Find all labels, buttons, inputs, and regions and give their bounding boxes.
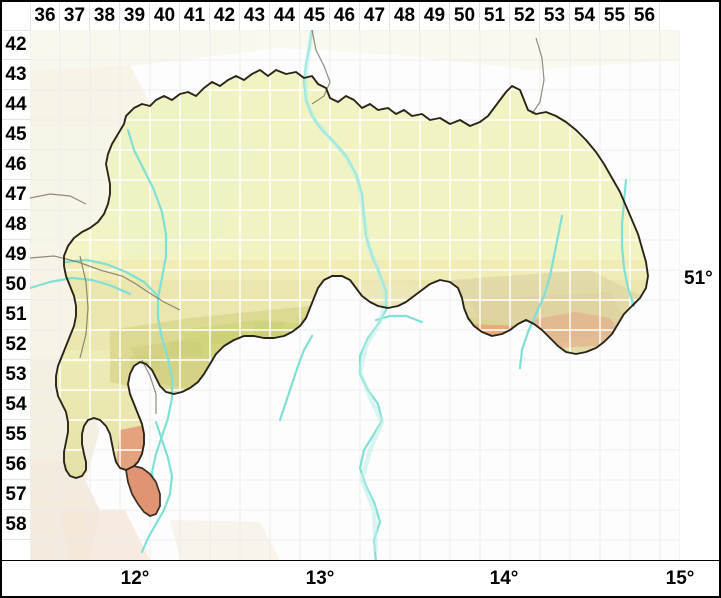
column-header-52: 52 — [510, 2, 540, 30]
row-header-47: 47 — [2, 180, 30, 210]
saxony-state-border — [55, 69, 649, 479]
column-header-strip: 36 37 38 39 40 41 42 43 44 45 46 47 48 49 50 51 52 53 54 55… — [30, 2, 660, 30]
column-header-55: 55 — [600, 2, 630, 30]
column-header-46: 46 — [330, 2, 360, 30]
column-header-47: 47 — [360, 2, 390, 30]
row-header-54: 54 — [2, 390, 30, 420]
column-header-54: 54 — [570, 2, 600, 30]
row-header-strip: 42 43 44 45 46 47 48 49 50 51 52 53 54 55 56 57 58 — [2, 30, 30, 540]
column-header-40: 40 — [150, 2, 180, 30]
longitude-label-0: 12° — [120, 568, 150, 589]
row-header-57: 57 — [2, 480, 30, 510]
row-header-49: 49 — [2, 240, 30, 270]
row-header-46: 46 — [2, 150, 30, 180]
column-header-36: 36 — [30, 2, 60, 30]
column-header-38: 38 — [90, 2, 120, 30]
column-header-41: 41 — [180, 2, 210, 30]
column-header-37: 37 — [60, 2, 90, 30]
column-header-51: 51 — [480, 2, 510, 30]
map-plot-area[interactable] — [30, 30, 680, 560]
column-header-50: 50 — [450, 2, 480, 30]
map-svg — [30, 30, 680, 560]
column-header-43: 43 — [240, 2, 270, 30]
river-halo — [303, 30, 389, 553]
longitude-label-3: 15° — [665, 568, 695, 589]
row-header-51: 51 — [2, 300, 30, 330]
longitude-axis: 12° 13° 14° 15° — [30, 562, 695, 596]
row-header-48: 48 — [2, 210, 30, 240]
latitude-label-right: 51° — [684, 268, 713, 289]
row-header-50: 50 — [2, 270, 30, 300]
row-header-52: 52 — [2, 330, 30, 360]
column-header-48: 48 — [390, 2, 420, 30]
row-header-55: 55 — [2, 420, 30, 450]
row-header-53: 53 — [2, 360, 30, 390]
row-header-43: 43 — [2, 60, 30, 90]
longitude-label-1: 13° — [305, 568, 335, 589]
column-header-44: 44 — [270, 2, 300, 30]
row-header-42: 42 — [2, 30, 30, 60]
vogtland-tip — [125, 465, 161, 517]
longitude-label-2: 14° — [489, 568, 519, 589]
row-header-56: 56 — [2, 450, 30, 480]
column-header-56: 56 — [630, 2, 660, 30]
column-header-45: 45 — [300, 2, 330, 30]
row-header-58: 58 — [2, 510, 30, 540]
column-header-49: 49 — [420, 2, 450, 30]
plot-bottom-rule — [2, 560, 719, 561]
column-header-39: 39 — [120, 2, 150, 30]
row-header-44: 44 — [2, 90, 30, 120]
neighbour-borders — [30, 30, 545, 414]
row-header-45: 45 — [2, 120, 30, 150]
column-header-53: 53 — [540, 2, 570, 30]
column-header-42: 42 — [210, 2, 240, 30]
